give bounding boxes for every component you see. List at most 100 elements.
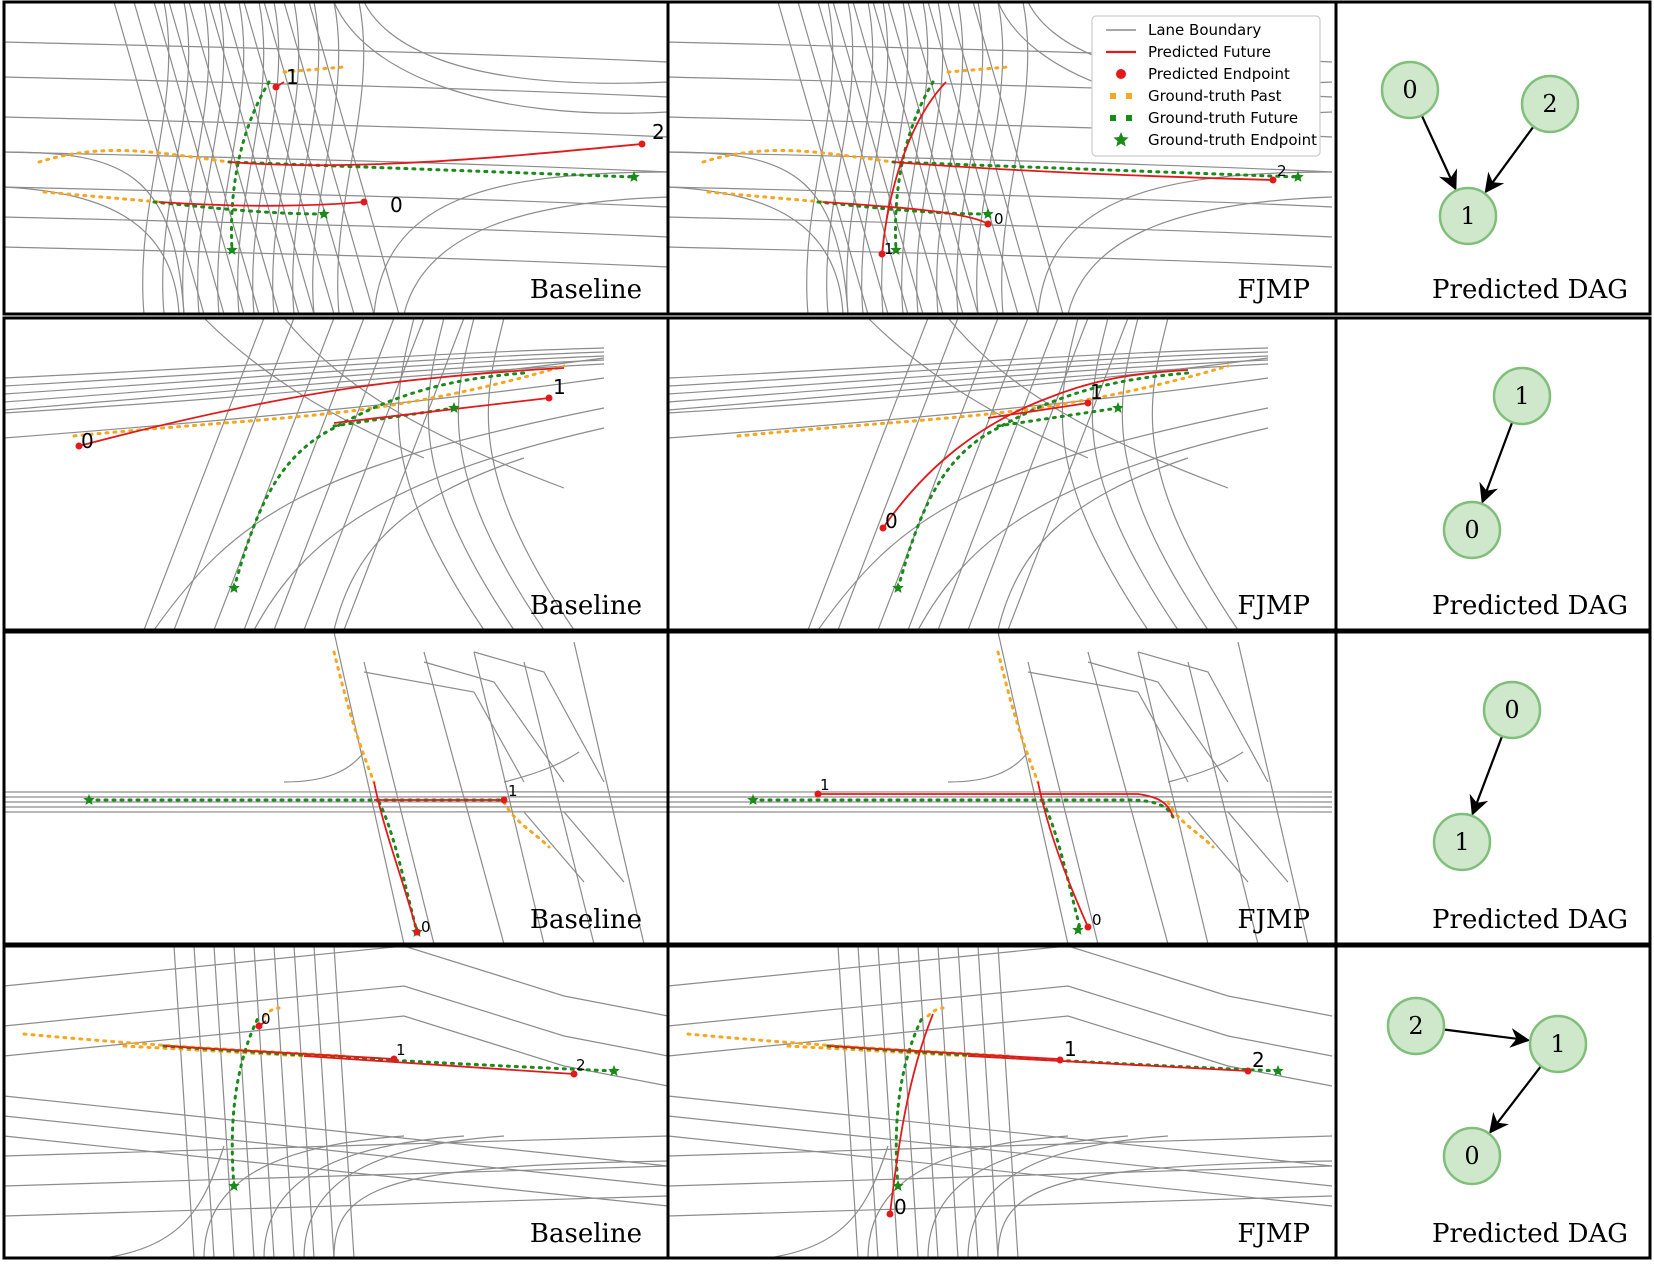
ground-truth-future <box>1041 800 1083 934</box>
panel-border <box>666 316 1338 632</box>
predicted-endpoint <box>1056 1056 1064 1064</box>
lane-boundary <box>957 946 979 1258</box>
lane-boundary <box>976 2 1004 314</box>
agent-id-label: 1 <box>820 776 830 794</box>
dag-node <box>1442 1126 1502 1186</box>
lane-boundary <box>103 1145 225 1258</box>
lane-boundary <box>4 41 668 63</box>
lane-boundary <box>4 151 668 173</box>
legend-label: Predicted Future <box>1148 43 1271 61</box>
lane-boundary <box>668 363 1269 411</box>
ground-truth-past <box>332 650 376 784</box>
agent-id-label: 1 <box>286 65 299 89</box>
dag-node-label: 1 <box>1550 1030 1565 1058</box>
dag-node-label: 2 <box>1542 90 1557 118</box>
legend-marker-green-dots <box>1110 115 1132 121</box>
panel-border <box>2 630 670 946</box>
lane-boundary <box>4 216 668 238</box>
baseline-label: Baseline <box>530 905 642 935</box>
lane-boundary <box>233 946 255 1258</box>
fjmp-panel-row-3: 0 1 2 FJMP <box>666 944 1338 1260</box>
ground-truth-past <box>786 1044 970 1058</box>
predicted-endpoint <box>879 524 887 532</box>
lane-boundary <box>777 2 869 314</box>
fjmp-panel-row-2: 0 1 FJMP <box>666 630 1338 946</box>
predicted-future <box>881 81 947 255</box>
lane-boundary <box>573 641 645 944</box>
ground-truth-future <box>232 371 526 590</box>
predicted-endpoint <box>1269 176 1277 184</box>
lane-boundary <box>143 318 265 630</box>
lane-boundary <box>668 1015 1333 1087</box>
lane-boundary <box>997 632 1069 944</box>
legend-label: Lane Boundary <box>1148 21 1261 39</box>
lane-boundary <box>867 318 1089 459</box>
ground-truth-endpoint <box>318 208 330 219</box>
lane-boundary <box>4 151 185 314</box>
predicted-future <box>987 402 1089 419</box>
lane-boundary <box>373 171 668 314</box>
lane-boundary <box>1137 651 1209 944</box>
lane-boundary <box>1187 811 1249 883</box>
lane-boundary <box>4 1095 668 1167</box>
ground-truth-past <box>996 650 1040 784</box>
ground-truth-future <box>816 200 990 216</box>
agent-id-label: 1 <box>508 782 518 800</box>
dag-edge-arrow <box>1489 1065 1542 1134</box>
lane-boundary <box>4 1015 668 1087</box>
dag-node-label: 1 <box>1454 828 1469 856</box>
lane-boundary <box>668 186 1333 208</box>
lane-boundary <box>523 811 585 883</box>
lane-boundary <box>668 246 1333 268</box>
agent-id-label: 2 <box>576 1056 586 1074</box>
lane-boundary <box>1007 318 1129 630</box>
lane-boundary <box>1237 641 1309 944</box>
predicted-future <box>827 1045 1059 1060</box>
fjmp-label: FJMP <box>1237 1219 1310 1249</box>
ground-truth-endpoint <box>982 208 994 219</box>
lane-boundary <box>1227 811 1289 883</box>
agent-id-label: 0 <box>390 193 403 217</box>
dag-edge-arrow <box>1420 114 1457 191</box>
dag-edge-arrow <box>1443 1028 1531 1048</box>
agent-id-label: 2 <box>1277 162 1287 180</box>
lane-boundary <box>292 2 320 314</box>
ground-truth-past <box>502 800 551 849</box>
lane-boundary <box>1087 661 1229 783</box>
ground-truth-endpoint <box>226 244 238 255</box>
ground-truth-future <box>896 371 1190 590</box>
lane-boundary <box>162 2 190 314</box>
ground-truth-endpoint <box>628 171 640 182</box>
legend-marker-red-dot <box>1116 69 1126 79</box>
predicted-dag-label: Predicted DAG <box>1432 591 1628 621</box>
lane-boundary <box>997 457 1189 630</box>
ground-truth-endpoint <box>228 1180 240 1191</box>
predicted-future <box>158 201 365 207</box>
predicted-future <box>78 367 565 447</box>
predicted-future <box>889 1013 934 1215</box>
lane-boundary <box>213 946 235 1258</box>
lane-boundary <box>487 318 575 630</box>
lane-boundary <box>4 116 668 138</box>
agent-id-label: 2 <box>1252 1048 1265 1072</box>
panel-border <box>2 316 670 632</box>
lane-boundary <box>972 2 1064 314</box>
dag-node-label: 1 <box>1460 202 1475 230</box>
agent-id-label: 1 <box>553 375 566 399</box>
dag-node-label: 1 <box>1514 382 1529 410</box>
legend-marker-green-star <box>1113 132 1129 147</box>
lane-boundary <box>563 811 625 883</box>
predicted-future <box>1037 781 1089 928</box>
lane-boundary <box>977 946 999 1258</box>
lane-boundary <box>956 2 984 314</box>
agent-id-label: 0 <box>885 509 898 533</box>
predicted-endpoint <box>1244 1067 1252 1075</box>
lane-boundary <box>523 661 595 944</box>
ground-truth-future <box>227 160 636 179</box>
predicted-endpoint <box>500 796 508 804</box>
predicted-endpoint <box>570 1070 578 1078</box>
baseline-panel-row-1: 0 1 Baseline <box>2 316 670 632</box>
dag-node <box>1520 74 1580 134</box>
legend-label: Ground-truth Endpoint <box>1148 131 1317 149</box>
lane-boundary <box>303 318 425 630</box>
